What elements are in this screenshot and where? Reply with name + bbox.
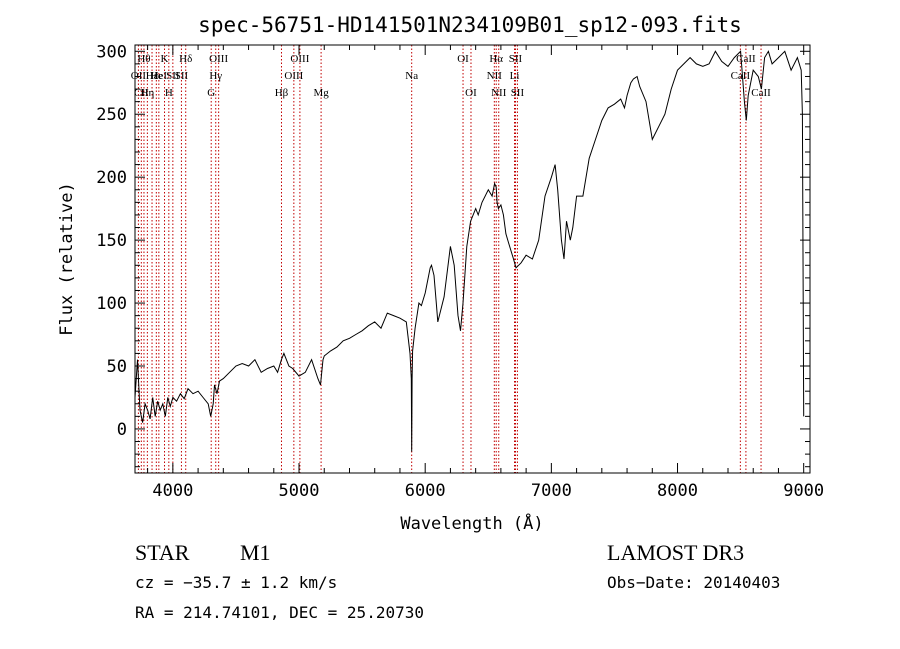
- line-label-group: OIICIIHθHηHεHeHeIKHSIIHδSIIGHγOIIIHβOIII…: [131, 53, 771, 99]
- y-tick-label: 250: [96, 105, 127, 125]
- x-axis: 4000 5000 6000 7000 8000 9000: [147, 45, 824, 501]
- y-tick-label: 300: [96, 42, 127, 62]
- line-marker-label: G: [207, 87, 215, 99]
- x-tick-label: 8000: [657, 481, 698, 501]
- y-tick-label: 100: [96, 294, 127, 314]
- line-marker-group: [137, 45, 762, 473]
- x-tick-label: 6000: [405, 481, 446, 501]
- line-marker-label: Li: [510, 70, 520, 82]
- line-marker-label: Hγ: [209, 70, 222, 82]
- y-axis-label: Flux (relative): [57, 182, 77, 336]
- object-subclass: M1: [240, 540, 271, 565]
- line-marker-label: SII: [509, 53, 523, 65]
- redshift-value: cz = −35.7 ± 1.2 km/s: [135, 573, 338, 592]
- line-marker-label: OIII: [290, 53, 309, 65]
- line-marker-label: CaII: [736, 53, 756, 65]
- x-tick-label: 7000: [531, 481, 572, 501]
- y-tick-label: 0: [117, 420, 127, 440]
- line-marker-label: OI: [465, 87, 477, 99]
- x-tick-label: 5000: [279, 481, 320, 501]
- line-marker-label: NII: [491, 87, 507, 99]
- y-tick-label: 200: [96, 168, 127, 188]
- line-marker-label: CII: [134, 87, 149, 99]
- spectrum-line: [134, 50, 805, 452]
- survey-name: LAMOST DR3: [607, 540, 745, 565]
- plot-frame: [134, 44, 811, 474]
- chart-title: spec-56751-HD141501N234109B01_sp12-093.f…: [198, 13, 742, 37]
- x-tick-label: 9000: [783, 481, 824, 501]
- object-class: STAR: [135, 540, 190, 565]
- line-marker-label: Hθ: [137, 53, 150, 65]
- line-marker-label: Hδ: [179, 53, 192, 65]
- y-axis: 0 50 100 150 200 250 300: [96, 42, 810, 468]
- line-marker-label: K: [161, 53, 169, 65]
- line-marker-label: HeI: [151, 70, 168, 82]
- line-marker-label: He: [150, 70, 163, 82]
- line-marker-label: SII: [511, 87, 525, 99]
- line-marker-label: Na: [405, 70, 418, 82]
- line-marker-label: CaII: [731, 70, 751, 82]
- line-marker-label: NII: [487, 70, 503, 82]
- line-marker-label: OIII: [209, 53, 228, 65]
- x-axis-label: Wavelength (Å): [400, 512, 543, 534]
- coordinates: RA = 214.74101, DEC = 25.20730: [135, 603, 424, 622]
- line-marker-label: SII: [166, 70, 180, 82]
- obs-date: Obs−Date: 20140403: [607, 573, 781, 592]
- line-marker-label: SII: [175, 70, 189, 82]
- y-tick-label: 50: [107, 357, 127, 377]
- line-marker-label: OIII: [284, 70, 303, 82]
- line-marker-label: Hα: [489, 53, 503, 65]
- line-marker-label: Hε: [146, 70, 159, 82]
- line-marker-label: CaII: [751, 87, 771, 99]
- line-marker-label: H: [165, 87, 173, 99]
- line-marker-label: Hβ: [275, 87, 289, 99]
- line-marker-label: Mg: [313, 87, 329, 99]
- y-tick-label: 150: [96, 231, 127, 251]
- line-marker-label: Hη: [141, 87, 155, 99]
- x-tick-label: 4000: [152, 481, 193, 501]
- line-marker-label: OI: [457, 53, 469, 65]
